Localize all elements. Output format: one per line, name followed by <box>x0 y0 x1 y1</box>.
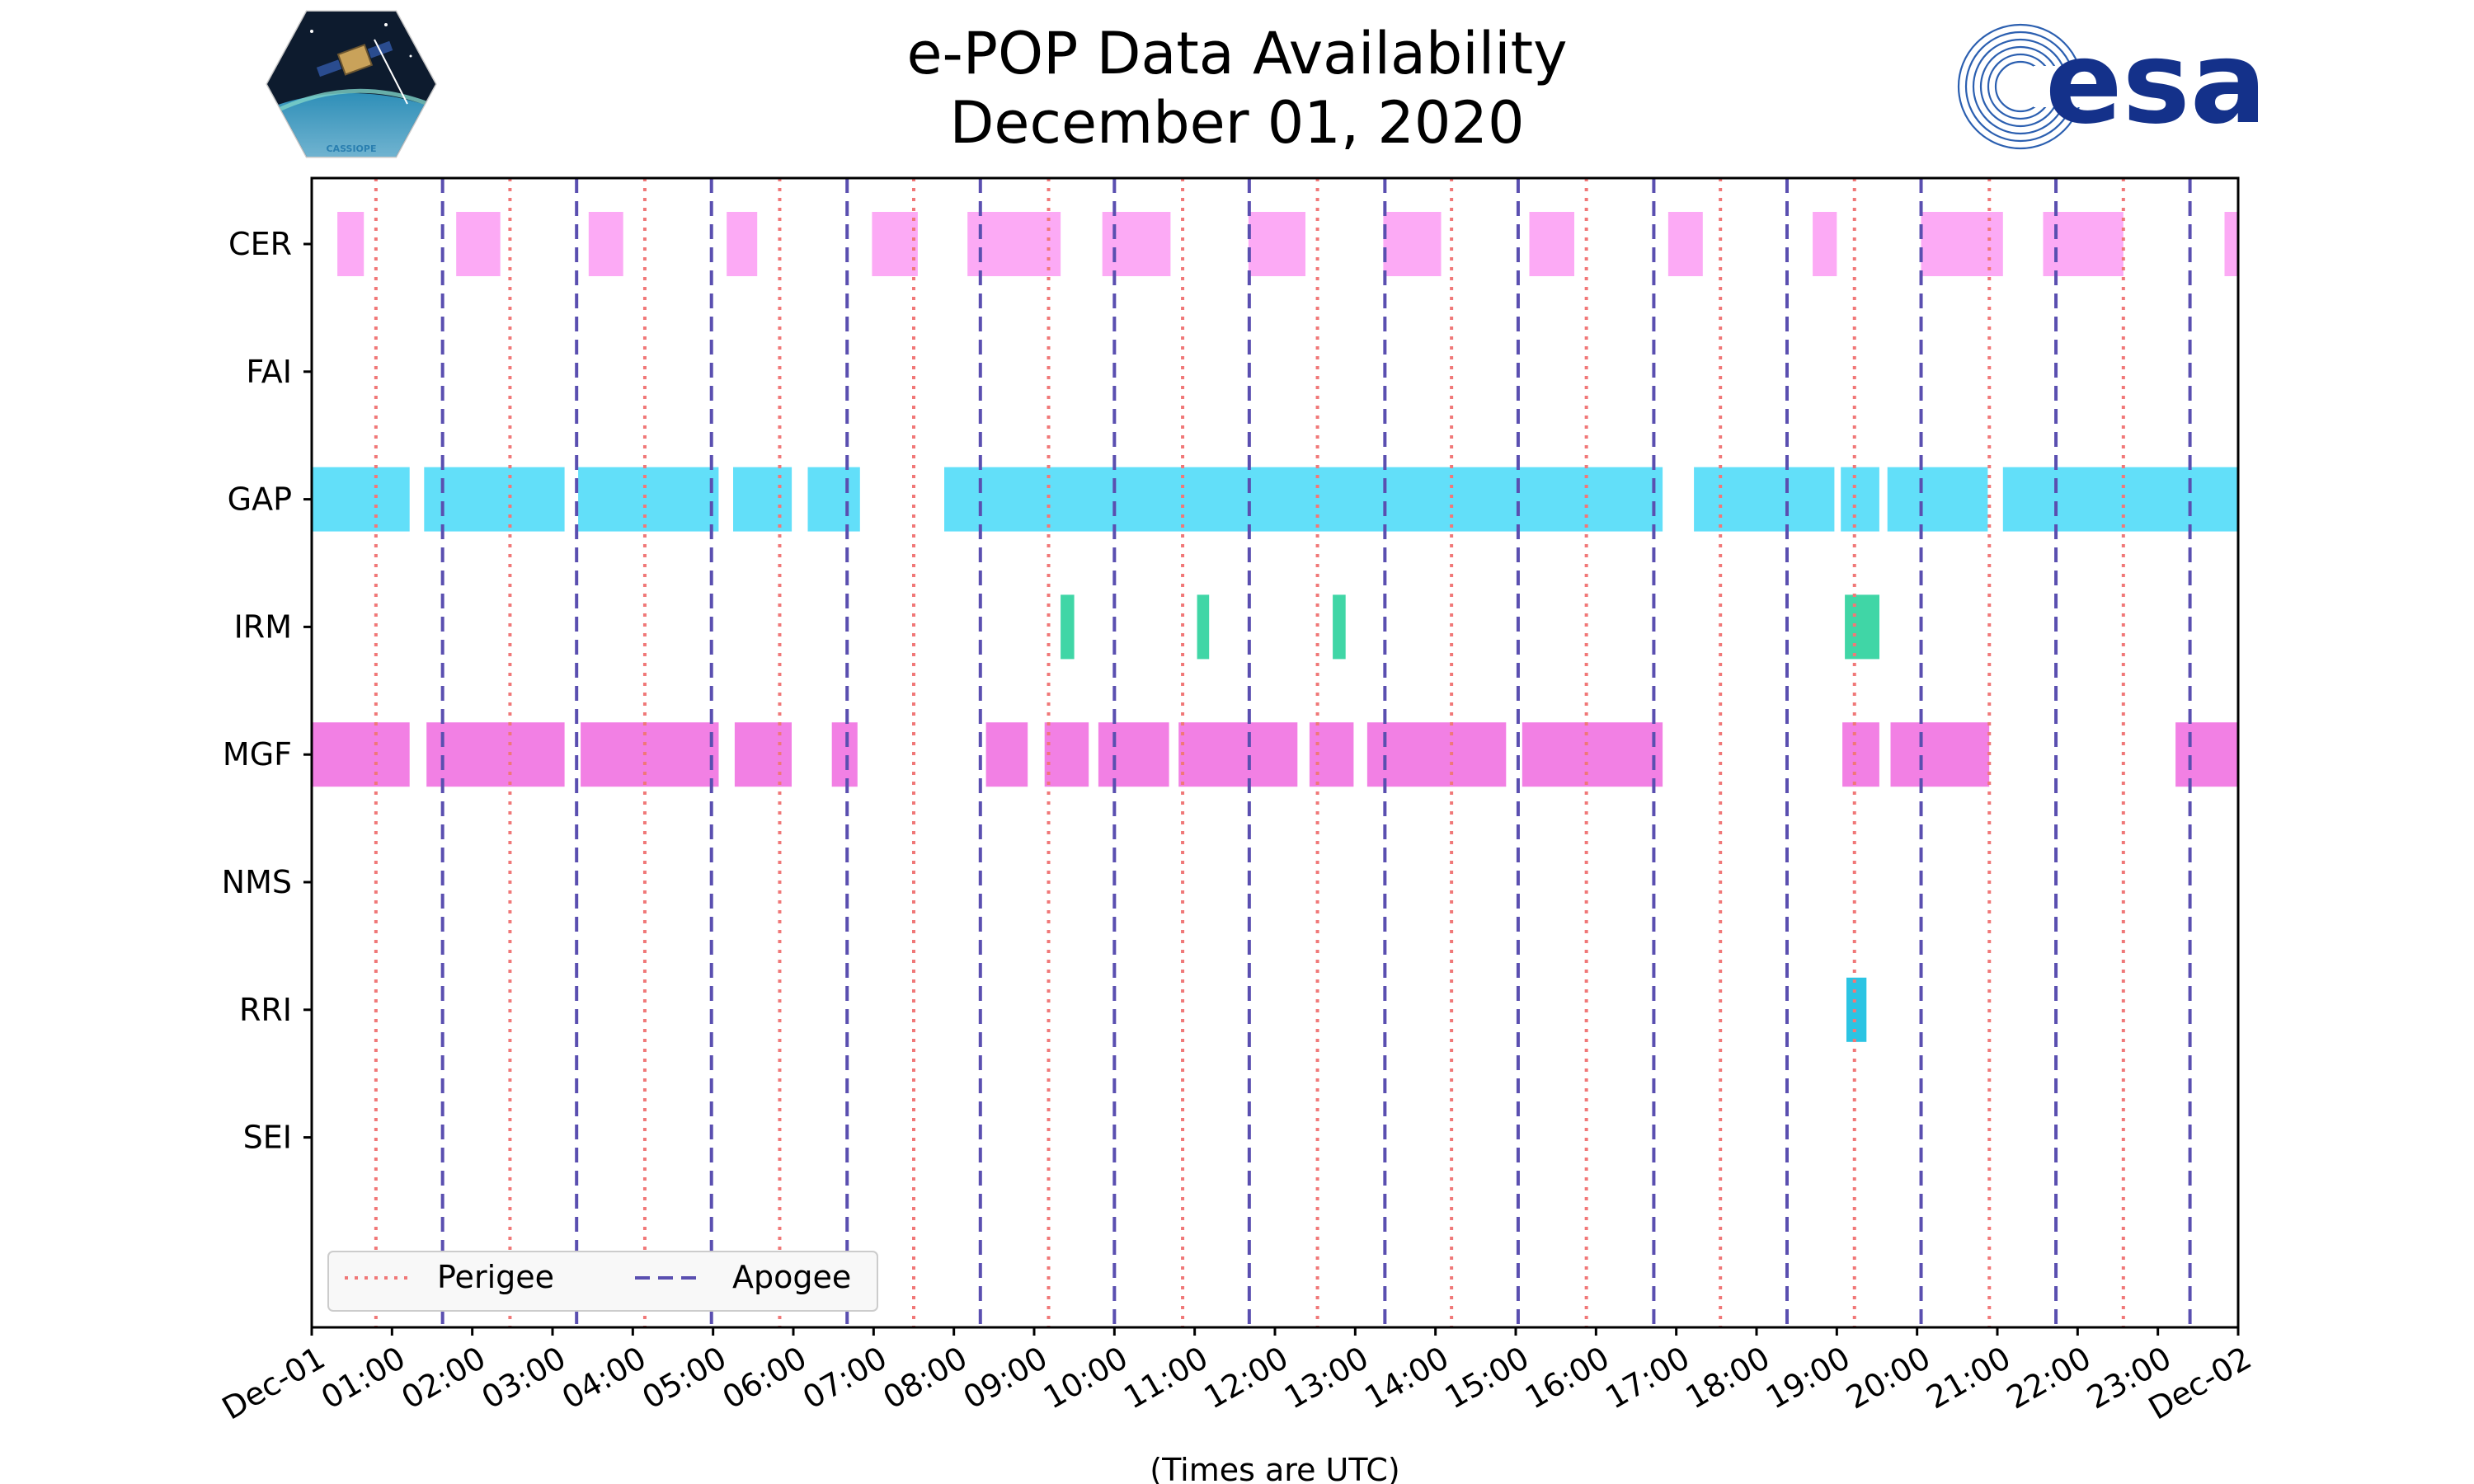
interval-bar-cer-5 <box>967 212 1061 276</box>
interval-bar-rri-0 <box>1846 977 1867 1042</box>
interval-bar-irm-1 <box>1197 594 1210 660</box>
interval-bar-gap-4 <box>807 467 860 532</box>
interval-bar-irm-2 <box>1333 594 1346 660</box>
y-tick-label-gap: GAP <box>228 481 292 518</box>
interval-bar-cer-6 <box>1102 212 1171 276</box>
interval-bar-cer-0 <box>337 212 365 276</box>
interval-bar-cer-2 <box>588 212 623 276</box>
interval-bar-mgf-6 <box>1044 722 1089 787</box>
y-tick-label-fai: FAI <box>246 354 292 390</box>
interval-bar-mgf-5 <box>985 722 1028 787</box>
interval-bar-mgf-8 <box>1178 722 1298 787</box>
interval-bar-cer-7 <box>1248 212 1305 276</box>
y-tick-label-mgf: MGF <box>223 736 292 773</box>
interval-bar-gap-8 <box>1887 467 1988 532</box>
y-tick-label-cer: CER <box>228 226 292 262</box>
interval-bar-mgf-11 <box>1522 722 1663 787</box>
x-axis-label: (Times are UTC) <box>1150 1452 1399 1484</box>
interval-bar-irm-3 <box>1845 594 1879 660</box>
interval-bar-cer-4 <box>872 212 918 276</box>
interval-bar-gap-3 <box>733 467 793 532</box>
y-tick-label-nms: NMS <box>222 864 292 900</box>
cassiope-logo-text: CASSIOPE <box>327 143 377 154</box>
y-tick-label-irm: IRM <box>234 608 292 645</box>
legend-box <box>327 1251 878 1312</box>
y-tick-label-sei: SEI <box>243 1120 292 1156</box>
interval-bar-cer-14 <box>2224 212 2238 276</box>
interval-bar-cer-3 <box>727 212 758 276</box>
orbit-lines-layer <box>374 178 2192 1327</box>
y-tick-label-rri: RRI <box>239 992 292 1028</box>
interval-bar-gap-7 <box>1841 467 1879 532</box>
interval-bars-layer <box>312 212 2238 1042</box>
interval-bar-mgf-13 <box>1890 722 1990 787</box>
interval-bar-cer-1 <box>456 212 501 276</box>
interval-bar-cer-8 <box>1383 212 1442 276</box>
interval-bar-mgf-0 <box>312 722 410 787</box>
interval-bar-mgf-1 <box>426 722 565 787</box>
chart-title-line2: December 01, 2020 <box>949 89 1525 157</box>
interval-bar-cer-11 <box>1813 212 1837 276</box>
interval-bar-gap-6 <box>1694 467 1835 532</box>
interval-bar-gap-9 <box>2002 467 2238 532</box>
chart-title-line1: e-POP Data Availability <box>906 20 1568 87</box>
interval-bar-mgf-3 <box>734 722 792 787</box>
interval-bar-cer-10 <box>1667 212 1703 276</box>
interval-bar-irm-0 <box>1061 594 1075 660</box>
legend-perigee-label: Perigee <box>437 1259 554 1295</box>
interval-bar-mgf-4 <box>831 722 858 787</box>
legend-apogee-label: Apogee <box>732 1259 851 1295</box>
esa-agency-logo: esa <box>1957 16 2267 150</box>
legend: Perigee Apogee <box>327 1251 878 1312</box>
interval-bar-mgf-12 <box>1842 722 1879 787</box>
interval-bar-cer-12 <box>1921 212 2003 276</box>
interval-bar-gap-5 <box>944 467 1663 532</box>
interval-bar-cer-13 <box>2043 212 2124 276</box>
interval-bar-gap-2 <box>578 467 719 532</box>
esa-logo-text: esa <box>2045 16 2267 149</box>
interval-bar-gap-0 <box>312 467 410 532</box>
interval-bar-gap-1 <box>424 467 565 532</box>
interval-bar-mgf-7 <box>1098 722 1169 787</box>
interval-bar-cer-9 <box>1529 212 1574 276</box>
interval-bar-mgf-2 <box>581 722 719 787</box>
cassiope-mission-logo: CASSIOPE <box>266 10 437 158</box>
y-axis: CER FAI GAP IRM MGF NMS RRI SEI <box>222 226 312 1156</box>
interval-bar-mgf-14 <box>2175 722 2238 787</box>
interval-bar-mgf-10 <box>1366 722 1507 787</box>
